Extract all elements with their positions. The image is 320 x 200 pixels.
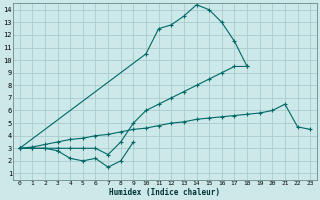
X-axis label: Humidex (Indice chaleur): Humidex (Indice chaleur) bbox=[109, 188, 220, 197]
